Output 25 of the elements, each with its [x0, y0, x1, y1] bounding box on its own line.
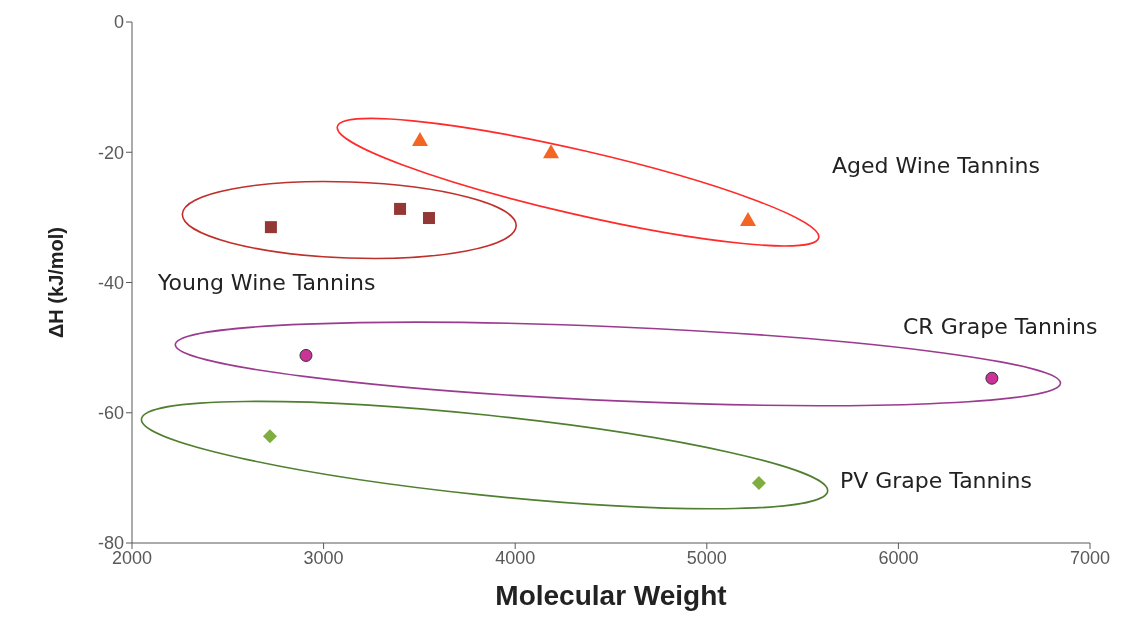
- annotation: PV Grape Tannins: [839, 468, 1033, 494]
- x-tick-label: 7000: [1069, 547, 1111, 568]
- x-tick-label: 4000: [495, 547, 536, 568]
- x-tick-label: 3000: [303, 547, 344, 568]
- point: [751, 476, 766, 491]
- annotation: CR Grape Tannins: [903, 314, 1098, 340]
- annotation: Aged Wine Tannins: [831, 153, 1040, 179]
- point: [985, 371, 999, 385]
- y-tick-label: -60: [97, 403, 124, 424]
- point: [739, 211, 756, 226]
- x-tick-label: 6000: [878, 547, 919, 568]
- y-axis-title: ΔH (kJ/mol): [45, 226, 68, 339]
- point: [299, 348, 313, 362]
- point: [264, 221, 277, 234]
- annotation: Young Wine Tannins: [157, 269, 376, 295]
- y-tick-label: 0: [113, 12, 124, 33]
- y-tick-label: -20: [97, 142, 124, 163]
- y-tick-label: -40: [97, 272, 124, 293]
- point: [411, 131, 428, 146]
- point: [262, 429, 277, 444]
- x-axis-title: Molecular Weight: [495, 580, 727, 611]
- point: [394, 202, 407, 215]
- point: [543, 144, 560, 159]
- x-tick-label: 5000: [686, 547, 727, 568]
- point: [422, 212, 435, 225]
